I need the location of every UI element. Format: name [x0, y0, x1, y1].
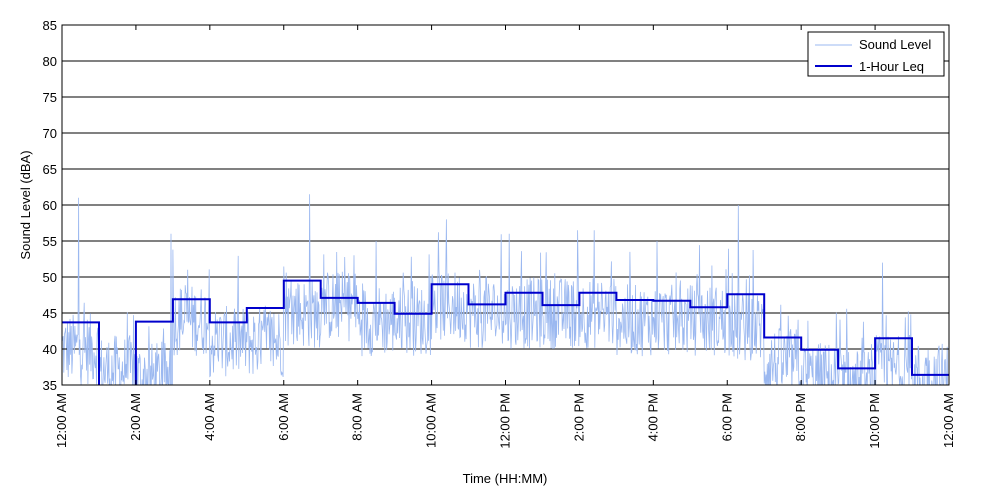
x-axis-label: Time (HH:MM) — [463, 471, 548, 486]
legend-box — [807, 31, 945, 77]
x-tick-label: 6:00 AM — [276, 393, 291, 441]
x-tick-label: 12:00 PM — [498, 393, 513, 449]
y-tick-label: 60 — [43, 198, 57, 213]
y-tick-label: 65 — [43, 162, 57, 177]
y-tick-label: 80 — [43, 54, 57, 69]
x-tick-label: 4:00 AM — [202, 393, 217, 441]
x-tick-label: 12:00 AM — [54, 393, 69, 448]
y-tick-label: 55 — [43, 234, 57, 249]
x-tick-label: 4:00 PM — [645, 393, 660, 441]
legend-label-1-hour-leq: 1-Hour Leq — [859, 59, 924, 74]
x-tick-label: 2:00 AM — [128, 393, 143, 441]
x-tick-label: 12:00 AM — [941, 393, 956, 448]
y-tick-label: 75 — [43, 90, 57, 105]
y-tick-label: 35 — [43, 378, 57, 393]
legend-label-sound-level: Sound Level — [859, 37, 931, 52]
leq-step-line — [62, 279, 949, 385]
y-tick-label: 50 — [43, 270, 57, 285]
x-tick-label: 2:00 PM — [571, 393, 586, 441]
x-axis-ticks: 12:00 AM 2:00 AM 4:00 AM 6:00 AM 8:00 AM 10:0… — [54, 25, 956, 449]
y-tick-label: 45 — [43, 306, 57, 321]
x-tick-label: 8:00 PM — [793, 393, 808, 441]
x-tick-label: 6:00 PM — [719, 393, 734, 441]
x-tick-label: 8:00 AM — [350, 393, 365, 441]
legend: Sound Level 1-Hour Leq — [807, 31, 945, 77]
x-tick-label: 10:00 PM — [867, 393, 882, 449]
y-tick-label: 85 — [43, 18, 57, 33]
sound-level-series — [62, 194, 948, 385]
y-tick-label: 40 — [43, 342, 57, 357]
y-axis-ticks: 35 40 45 50 55 60 65 70 75 80 85 — [43, 18, 949, 393]
leq-series — [62, 279, 949, 385]
y-axis-label: Sound Level (dBA) — [18, 150, 33, 259]
x-tick-label: 10:00 AM — [424, 393, 439, 448]
sound-level-line — [62, 194, 948, 385]
y-tick-label: 70 — [43, 126, 57, 141]
